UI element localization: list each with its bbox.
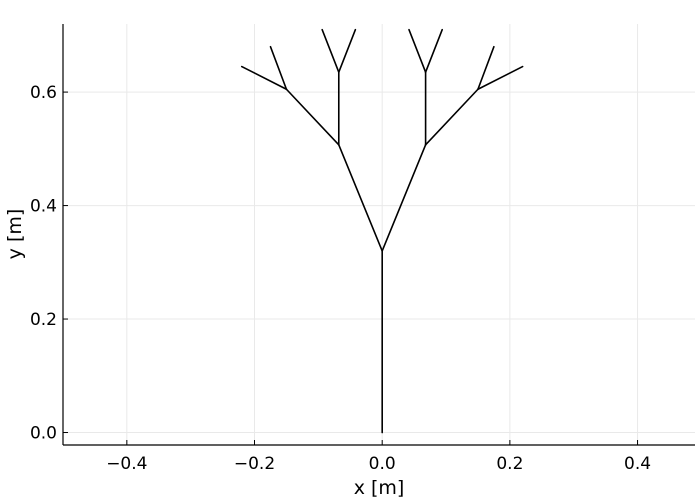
tree-branch (321, 28, 340, 74)
x-tick-label: −0.4 (106, 454, 147, 474)
x-tick-label: 0.4 (624, 454, 651, 474)
x-tick-label: 0.2 (496, 454, 523, 474)
tree-branch (408, 28, 427, 74)
tree-branch (285, 88, 340, 146)
tree-branch (269, 45, 288, 91)
x-tick-label: 0.0 (369, 454, 396, 474)
tree-branch (424, 88, 479, 146)
tree-branch (424, 28, 444, 74)
tree-branch (337, 28, 357, 74)
y-tick-label: 0.4 (30, 197, 57, 217)
ticks: −0.4 −0.2 0.0 0.2 0.4 0.0 0.2 0.4 0.6 (30, 83, 651, 474)
tree-branch (477, 65, 524, 91)
grid-lines (63, 24, 695, 445)
y-axis-label: y [m] (4, 209, 26, 260)
tree-branch (381, 144, 427, 252)
tree-branches (240, 28, 524, 434)
tree-branch (240, 65, 288, 91)
tree-branch (337, 144, 383, 252)
axes (62, 24, 695, 446)
y-tick-label: 0.6 (30, 83, 57, 103)
x-tick-label: −0.2 (234, 454, 275, 474)
tree-branch (477, 45, 495, 91)
y-tick-label: 0.2 (30, 310, 57, 330)
y-tick-label: 0.0 (30, 424, 57, 444)
x-axis-label: x [m] (354, 477, 405, 499)
